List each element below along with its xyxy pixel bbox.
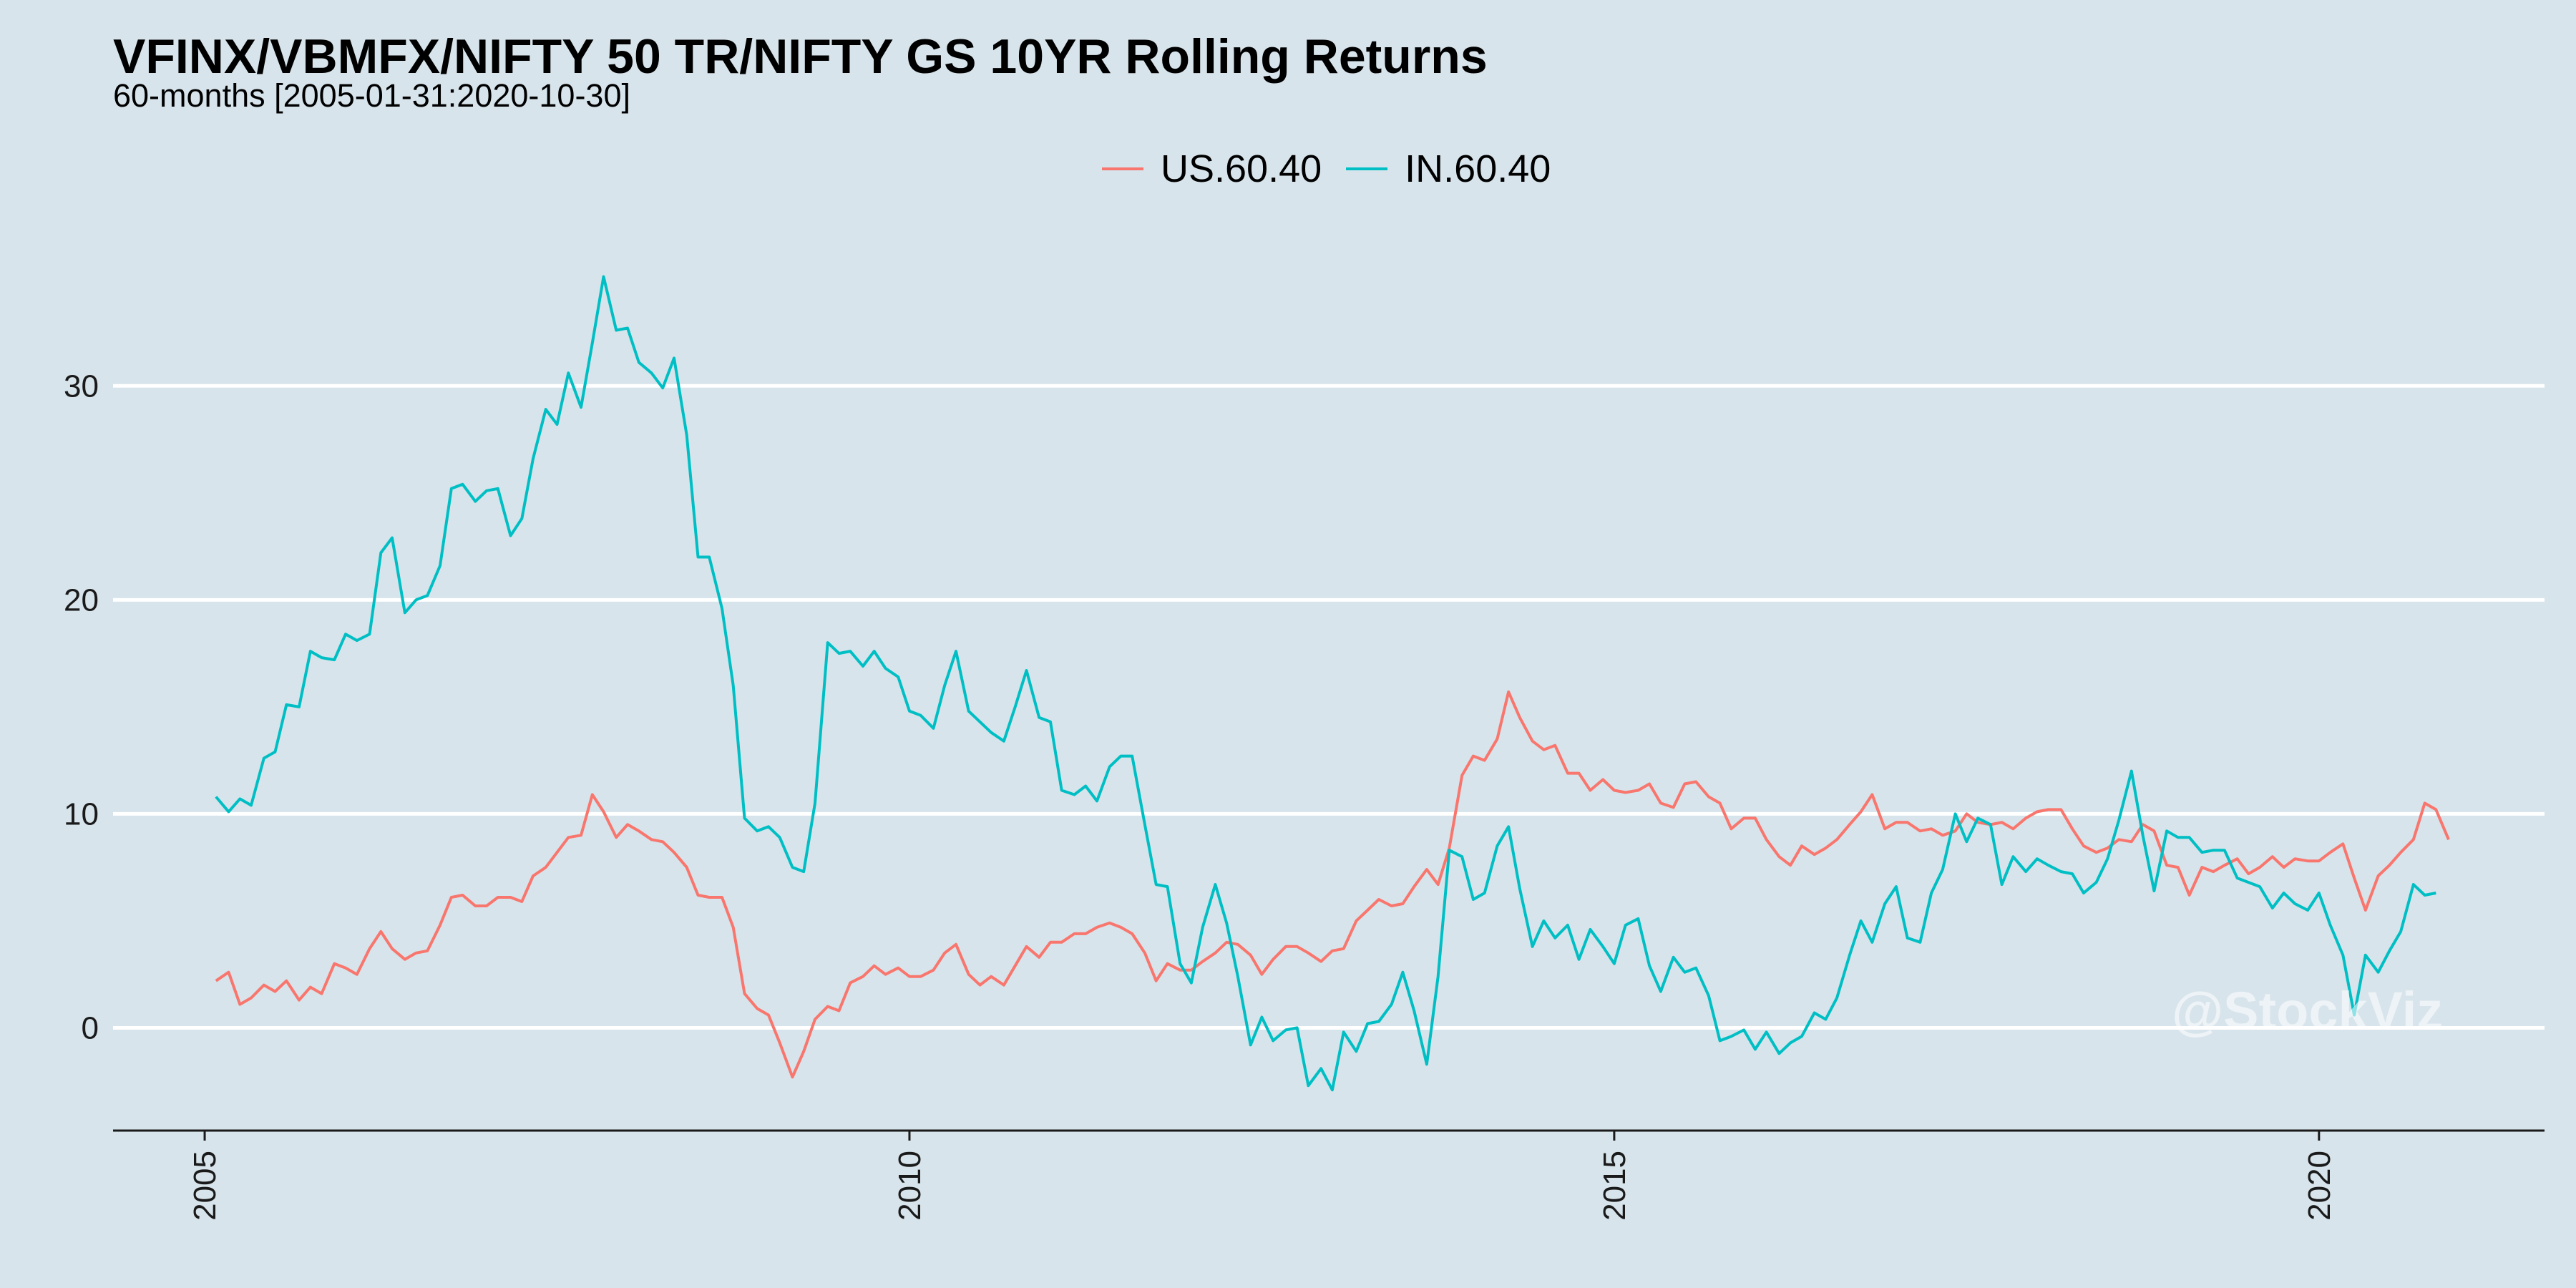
legend-key-in bbox=[1346, 167, 1388, 170]
y-tick-label: 10 bbox=[64, 796, 99, 831]
x-tick-label: 2020 bbox=[2302, 1151, 2337, 1221]
series-line-in-60-40 bbox=[215, 275, 2436, 1092]
y-tick-label: 0 bbox=[82, 1010, 99, 1045]
watermark: @StockViz bbox=[2172, 981, 2444, 1040]
x-tick-label: 2010 bbox=[892, 1151, 927, 1221]
legend-label-us: US.60.40 bbox=[1161, 147, 1322, 190]
series-line-us-60-40 bbox=[215, 690, 2450, 1079]
y-tick-label: 20 bbox=[64, 582, 99, 618]
legend-label-in: IN.60.40 bbox=[1405, 147, 1551, 190]
x-tick-label: 2015 bbox=[1597, 1151, 1632, 1221]
legend-item-in: IN.60.40 bbox=[1346, 147, 1551, 191]
legend-item-us: US.60.40 bbox=[1102, 147, 1322, 191]
legend-key-us bbox=[1102, 167, 1143, 170]
chart-title: VFINX/VBMFX/NIFTY 50 TR/NIFTY GS 10YR Ro… bbox=[113, 29, 1488, 84]
chart-subtitle: 60-months [2005-01-31:2020-10-30] bbox=[113, 77, 630, 114]
legend: US.60.40 IN.60.40 bbox=[1102, 147, 1575, 191]
y-tick-label: 30 bbox=[64, 369, 99, 404]
x-tick-label: 2005 bbox=[187, 1151, 223, 1221]
